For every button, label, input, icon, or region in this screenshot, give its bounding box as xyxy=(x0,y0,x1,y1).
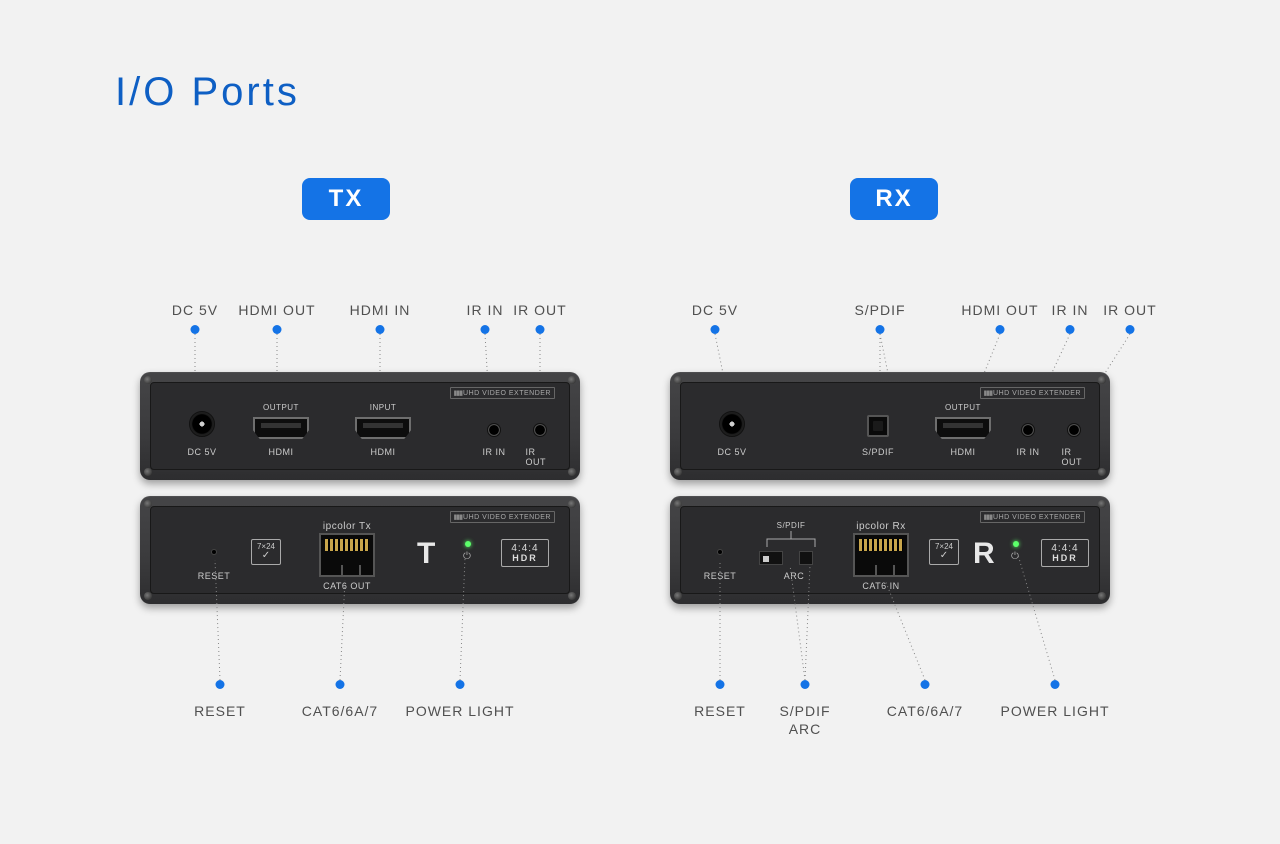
label-rx-spdif: S/PDIF xyxy=(854,302,905,318)
dot xyxy=(191,325,200,334)
port-label: IR IN xyxy=(1016,447,1039,457)
brand-label: UHD VIDEO EXTENDER xyxy=(450,511,555,523)
label-tx-hdmiin: HDMI IN xyxy=(350,302,411,318)
rj45-port-icon xyxy=(319,533,375,577)
port-label: IR IN xyxy=(482,447,505,457)
dip-switch-icon xyxy=(799,551,813,565)
label-rx-irin: IR IN xyxy=(1052,302,1089,318)
port-label: RESET xyxy=(198,571,231,581)
label-tx-power: POWER LIGHT xyxy=(405,702,514,720)
port-label: HDMI xyxy=(951,447,976,457)
tx-rear-panel: UHD VIDEO EXTENDER DC 5V OUTPUT HDMI INP… xyxy=(140,372,580,480)
port-label: S/PDIF xyxy=(862,447,894,457)
dot xyxy=(921,680,930,689)
label-tx-dc5v: DC 5V xyxy=(172,302,218,318)
tx-front-panel: UHD VIDEO EXTENDER RESET 7×24✓ ipcolor T… xyxy=(140,496,580,604)
brand-label: UHD VIDEO EXTENDER xyxy=(980,387,1085,399)
unit-letter: T xyxy=(417,537,435,571)
label-rx-power: POWER LIGHT xyxy=(1000,702,1109,720)
label-rx-dc5v: DC 5V xyxy=(692,302,738,318)
label-rx-spdif-arc: S/PDIF ARC xyxy=(779,702,830,738)
label-tx-irin: IR IN xyxy=(467,302,504,318)
dc-jack-icon xyxy=(719,411,745,437)
label-tx-reset: RESET xyxy=(194,702,246,720)
dot xyxy=(536,325,545,334)
dot xyxy=(336,680,345,689)
hdr-badge-icon: 4:4:4HDR xyxy=(501,539,549,567)
port-label: OUTPUT xyxy=(945,403,981,412)
port-label: IR OUT xyxy=(1062,447,1087,467)
brand-label: UHD VIDEO EXTENDER xyxy=(450,387,555,399)
spdif-port-icon xyxy=(867,415,889,437)
port-label: DC 5V xyxy=(187,447,216,457)
port-label: INPUT xyxy=(370,403,397,412)
label-rx-cat6: CAT6/6A/7 xyxy=(887,702,963,720)
port-label: CAT6 IN xyxy=(862,581,899,591)
hdmi-port-icon xyxy=(253,417,309,439)
port-label: ipcolor Rx xyxy=(856,521,905,532)
power-led-icon xyxy=(465,541,471,547)
unit-letter: R xyxy=(973,537,995,571)
reset-pinhole-icon xyxy=(211,549,217,555)
port-label: IR OUT xyxy=(526,447,555,467)
ir-jack-icon xyxy=(487,423,501,437)
reset-pinhole-icon xyxy=(717,549,723,555)
port-label: S/PDIF xyxy=(777,521,806,530)
port-label: RESET xyxy=(704,571,737,581)
dot xyxy=(876,325,885,334)
rx-badge: RX xyxy=(850,178,938,220)
badge-7x24-icon: 7×24✓ xyxy=(251,539,281,565)
dot xyxy=(711,325,720,334)
hdmi-port-icon xyxy=(935,417,991,439)
dot xyxy=(801,680,810,689)
tx-badge: TX xyxy=(302,178,390,220)
power-led-icon xyxy=(1013,541,1019,547)
ir-jack-icon xyxy=(1021,423,1035,437)
dot xyxy=(1126,325,1135,334)
dc-jack-icon xyxy=(189,411,215,437)
brand-label: UHD VIDEO EXTENDER xyxy=(980,511,1085,523)
label-rx-reset: RESET xyxy=(694,702,746,720)
dot xyxy=(456,680,465,689)
hdmi-port-icon xyxy=(355,417,411,439)
port-label: ipcolor Tx xyxy=(323,521,371,532)
dot xyxy=(1066,325,1075,334)
rx-rear-panel: UHD VIDEO EXTENDER DC 5V S/PDIF OUTPUT H… xyxy=(670,372,1110,480)
port-label: HDMI xyxy=(371,447,396,457)
port-label: OUTPUT xyxy=(263,403,299,412)
port-label: ARC xyxy=(784,571,805,581)
power-icon: ⏻ xyxy=(463,551,471,562)
ir-jack-icon xyxy=(533,423,547,437)
port-label: DC 5V xyxy=(717,447,746,457)
dot xyxy=(716,680,725,689)
label-rx-irout: IR OUT xyxy=(1103,302,1156,318)
dot xyxy=(996,325,1005,334)
dot xyxy=(481,325,490,334)
dot xyxy=(1051,680,1060,689)
dip-switch-icon xyxy=(759,551,783,565)
dot xyxy=(273,325,282,334)
hdr-badge-icon: 4:4:4HDR xyxy=(1041,539,1089,567)
label-tx-cat6: CAT6/6A/7 xyxy=(302,702,378,720)
badge-7x24-icon: 7×24✓ xyxy=(929,539,959,565)
label-tx-hdmiout: HDMI OUT xyxy=(238,302,315,318)
rj45-port-icon xyxy=(853,533,909,577)
rx-front-panel: UHD VIDEO EXTENDER RESET S/PDIF ARC ipco… xyxy=(670,496,1110,604)
label-rx-hdmiout: HDMI OUT xyxy=(961,302,1038,318)
ir-jack-icon xyxy=(1067,423,1081,437)
dot xyxy=(376,325,385,334)
port-label: HDMI xyxy=(269,447,294,457)
port-label: CAT6 OUT xyxy=(323,581,371,591)
power-icon: ⏻ xyxy=(1011,551,1019,562)
dot xyxy=(216,680,225,689)
label-tx-irout: IR OUT xyxy=(513,302,566,318)
page-title: I/O Ports xyxy=(115,70,300,115)
